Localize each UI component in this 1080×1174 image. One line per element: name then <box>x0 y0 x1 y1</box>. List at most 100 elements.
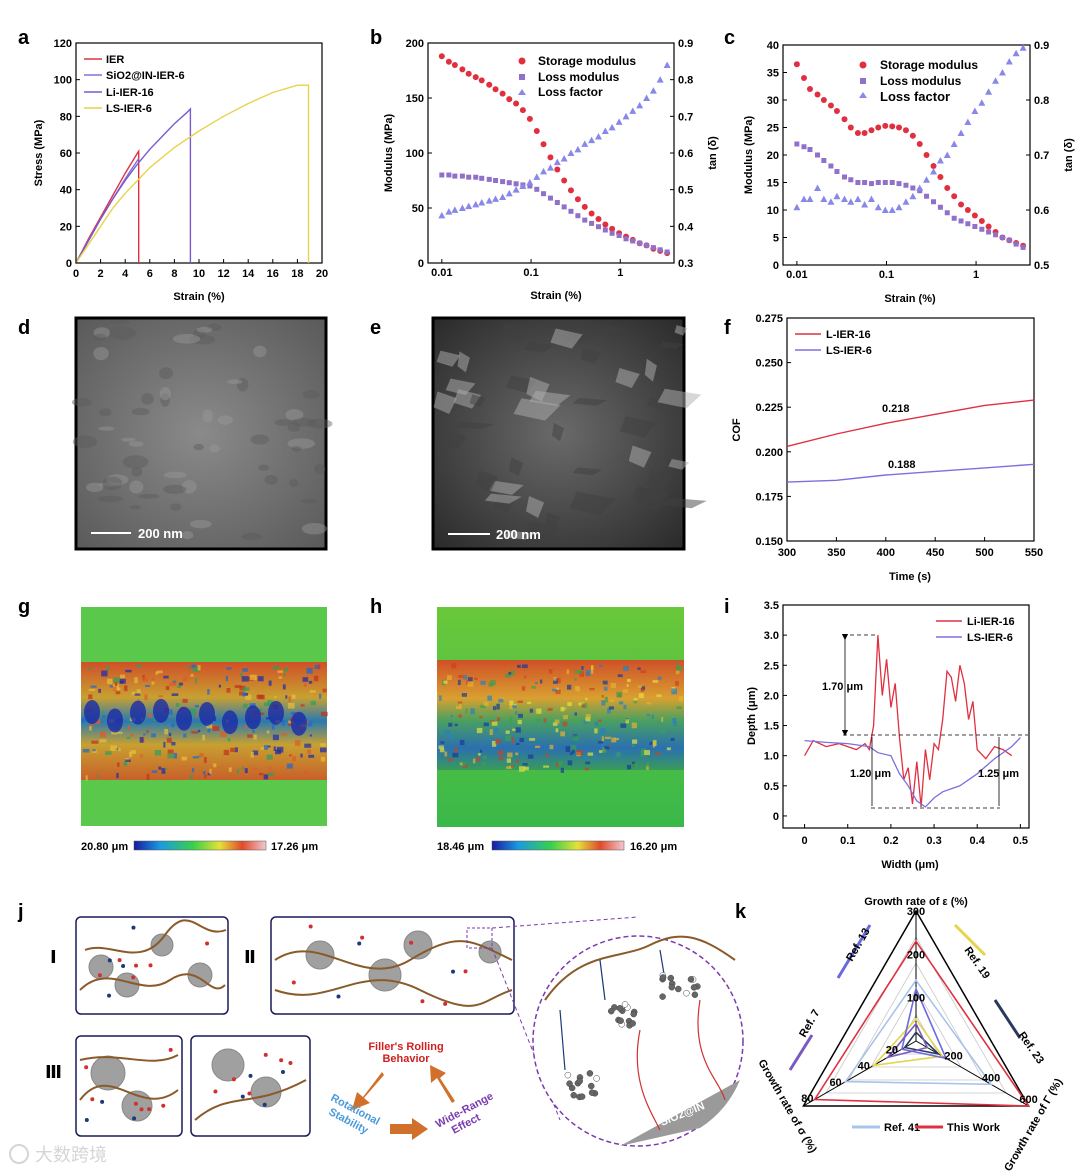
wear-speck <box>294 740 301 746</box>
point-loss-c <box>815 152 821 158</box>
point-factor-b <box>485 197 493 204</box>
wear-speck <box>556 762 559 768</box>
wear-speck <box>483 722 489 727</box>
x-tick-label-f: 450 <box>926 547 944 559</box>
point-factor-b <box>526 178 534 186</box>
label-rolling-2: Behavior <box>382 1053 430 1065</box>
inset-atom <box>564 1071 572 1079</box>
point-storage-c <box>861 130 868 136</box>
wear-speck <box>459 739 465 746</box>
wear-speck <box>88 694 93 700</box>
inset-atom <box>593 1075 600 1082</box>
panel-e-sem-image: e 200 nm <box>370 316 707 551</box>
sem-flake <box>508 457 524 477</box>
wear-speck <box>511 765 515 768</box>
wear-speck <box>655 752 661 755</box>
wear-speck <box>631 722 638 729</box>
wear-speck <box>140 754 143 758</box>
wear-speck <box>118 748 121 752</box>
wear-speck <box>164 767 168 770</box>
wear-speck <box>602 680 608 685</box>
wear-speck <box>652 742 656 748</box>
point-factor-b <box>656 76 664 83</box>
y-tick-label-c: 25 <box>767 123 779 135</box>
wear-speck <box>244 768 248 774</box>
y2-tick-label-b: 0.3 <box>678 258 693 270</box>
wear-speck <box>225 675 229 682</box>
point-storage-c <box>875 124 882 131</box>
wear-speck <box>88 688 96 691</box>
wear-speck <box>281 720 285 726</box>
wear-speck <box>512 705 517 709</box>
wear-speck <box>250 751 254 758</box>
wear-speck <box>130 749 137 754</box>
wear-speck <box>263 774 269 780</box>
wear-speck <box>268 680 272 686</box>
wear-speck <box>579 671 584 677</box>
y2-tick-label-b: 0.5 <box>678 185 693 197</box>
wear-speck <box>125 669 132 673</box>
inset-atom <box>687 976 695 983</box>
wear-speck <box>143 733 146 736</box>
panel-d-sem-image: d 200 nm <box>18 316 333 551</box>
y2-tick-label-b: 0.9 <box>678 38 693 50</box>
wear-speck <box>320 711 328 717</box>
sem-flake <box>457 351 470 373</box>
point-loss-b <box>513 181 519 187</box>
panel-i-depth-profile-chart: i 0 0.1 0.2 0.3 0.4 0.5 0 0.5 1.0 1.5 2.0 2.5 3.0 3.… <box>724 596 1030 871</box>
wear-speck <box>651 714 654 719</box>
wear-speck <box>490 720 495 723</box>
point-loss-b <box>466 174 472 180</box>
ion-dot <box>263 1052 268 1057</box>
inset-atom <box>566 1080 573 1087</box>
wear-speck <box>515 752 519 756</box>
y2-ticks-c: 0.5 0.6 0.7 0.8 0.9 <box>1026 40 1049 272</box>
sem-grain <box>189 519 212 529</box>
point-factor-c <box>861 201 869 208</box>
legend-f: L-IER-16 LS-IER-6 <box>795 329 872 357</box>
wear-speck <box>666 747 671 751</box>
wear-speck <box>116 772 119 779</box>
series-group-i <box>804 635 1021 808</box>
sem-flake <box>674 325 688 336</box>
sem-grain <box>169 503 182 511</box>
wear-speck <box>282 684 286 690</box>
polymer-chain <box>84 919 227 954</box>
wear-speck <box>199 753 204 757</box>
point-storage-c <box>806 86 813 92</box>
ion-dot <box>213 1089 218 1094</box>
wear-speck <box>292 756 297 762</box>
wear-speck <box>247 734 253 738</box>
wear-speck <box>567 702 572 707</box>
point-factor-b <box>622 112 630 120</box>
inset-particle-surface <box>620 1080 740 1146</box>
point-storage-b <box>438 53 445 60</box>
wear-speck <box>505 673 511 678</box>
ref13-label: Ref. 13 <box>844 926 872 963</box>
sem-flake <box>572 467 603 476</box>
wear-speck <box>631 763 638 768</box>
radar-series-1 <box>871 1018 944 1067</box>
wear-speck <box>104 751 112 755</box>
wear-speck <box>536 708 542 714</box>
wear-speck <box>462 764 468 768</box>
point-storage-c <box>889 123 896 130</box>
filler-particle <box>114 972 140 998</box>
wear-speck <box>128 751 133 758</box>
wear-speck <box>632 739 638 744</box>
point-storage-b <box>547 154 554 161</box>
point-loss-c <box>965 221 971 227</box>
wear-speck <box>591 665 594 671</box>
panel-letter-k: k <box>735 901 747 923</box>
wear-speck <box>574 686 579 691</box>
ion-dot <box>132 1116 137 1121</box>
radar-tick-gamma: 600 <box>1019 1094 1037 1106</box>
point-storage-c <box>958 201 965 208</box>
x-tick-label-f: 400 <box>877 547 895 559</box>
point-factor-c <box>971 107 979 114</box>
legend-label-factor-c: Loss factor <box>880 89 950 104</box>
wear-speck <box>447 758 454 762</box>
wear-speck <box>594 721 598 726</box>
point-loss-c <box>855 180 861 185</box>
wear-speck <box>271 775 275 779</box>
